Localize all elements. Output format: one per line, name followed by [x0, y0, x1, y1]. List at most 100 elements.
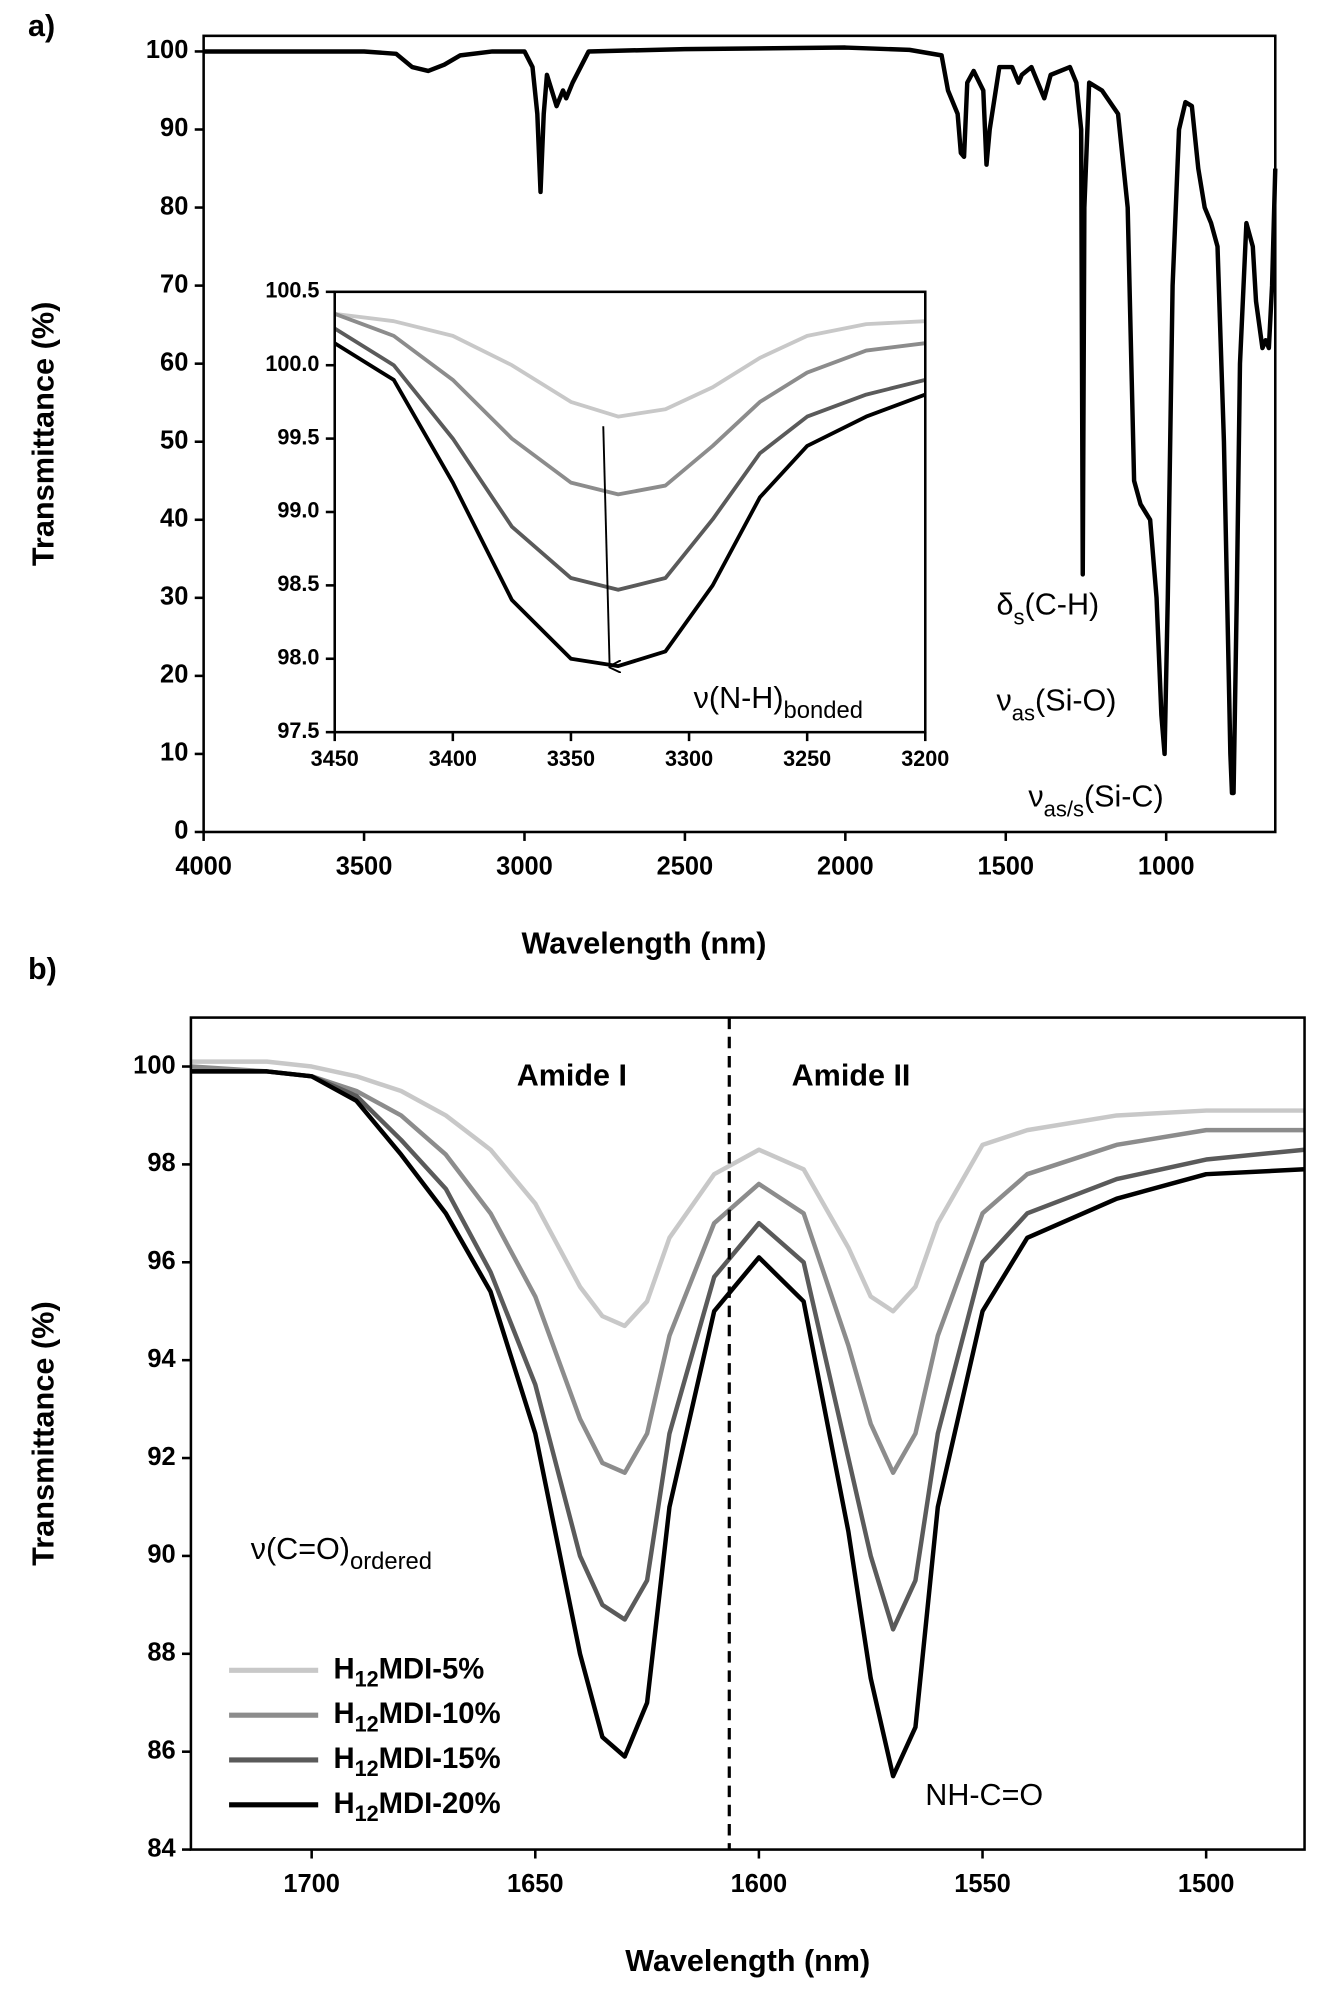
y-tick-label: 86	[147, 1736, 175, 1764]
annotation-text: NH-C=O	[925, 1778, 1043, 1812]
x-axis-title: Wavelength (nm)	[522, 927, 767, 961]
y-tick-label: 98	[147, 1149, 175, 1177]
legend-part: H	[333, 1742, 354, 1775]
series-line	[190, 1069, 1305, 1779]
y-tick-label: 90	[160, 114, 188, 142]
y-tick-label: 96	[147, 1247, 175, 1275]
legend-sub: 12	[355, 1666, 379, 1691]
legend-sub: 12	[355, 1756, 379, 1781]
legend-part: MDI-20%	[379, 1786, 501, 1819]
y-tick-label: 60	[160, 348, 188, 376]
plot-frame	[202, 34, 1277, 834]
legend-part: H	[333, 1652, 354, 1685]
annotation: NH-C=O	[925, 1778, 1043, 1812]
annotation-text: δ	[997, 587, 1014, 621]
legend-sub: 12	[355, 1801, 379, 1826]
y-tick-label: 40	[160, 504, 188, 532]
plot-frame	[333, 290, 927, 734]
annotation: ν(C=O)ordered	[251, 1532, 432, 1575]
y-tick-label: 97.5	[277, 718, 319, 743]
annotation: Amide II	[792, 1058, 911, 1092]
x-tick-label: 3500	[336, 853, 393, 881]
legend-label: H12MDI-20%	[333, 1786, 500, 1825]
annotation-text: ν(C=O)	[251, 1532, 350, 1566]
y-axis-title: Transmittance (%)	[27, 1301, 61, 1566]
y-tick-label: 20	[160, 661, 188, 689]
annotation-tail: (Si-O)	[1035, 683, 1116, 717]
x-tick-label: 1600	[731, 1870, 788, 1898]
annotation-text: ν	[997, 683, 1012, 717]
annotation-text: Amide II	[792, 1058, 911, 1092]
series-line	[333, 341, 926, 669]
y-tick-label: 100.5	[265, 278, 319, 303]
x-tick-label: 1500	[977, 853, 1034, 881]
y-tick-label: 94	[147, 1345, 176, 1373]
x-tick-label: 4000	[175, 853, 232, 881]
y-tick-label: 70	[160, 270, 188, 298]
y-tick-label: 100.0	[265, 351, 319, 376]
y-tick-label: 80	[160, 192, 188, 220]
annotation-sub: bonded	[784, 697, 863, 724]
annotation-text: Amide I	[517, 1058, 627, 1092]
series-line	[190, 1064, 1305, 1475]
legend-label: H12MDI-5%	[333, 1652, 484, 1691]
series-line	[334, 311, 926, 419]
x-tick-label: 3000	[496, 853, 553, 881]
annotation: Amide I	[517, 1058, 627, 1092]
legend-sub: 12	[355, 1711, 379, 1736]
legend-part: MDI-10%	[379, 1697, 501, 1730]
panel-label: a)	[28, 9, 55, 43]
annotation: νas(Si-O)	[997, 683, 1117, 725]
annotation-sub: ordered	[350, 1548, 432, 1575]
y-tick-label: 10	[160, 739, 188, 767]
x-tick-label: 3250	[783, 746, 831, 771]
y-tick-label: 88	[147, 1638, 175, 1666]
y-tick-label: 98.0	[277, 644, 319, 669]
x-axis-title: Wavelength (nm)	[625, 1944, 870, 1978]
legend-part: H	[333, 1786, 354, 1819]
annotation-sub: as/s	[1044, 797, 1084, 822]
arrow	[602, 426, 609, 667]
y-axis-title: Transmittance (%)	[27, 302, 61, 567]
x-tick-label: 2000	[817, 853, 874, 881]
annotation-text: ν(N-H)	[694, 681, 784, 715]
annotation-tail: (C-H)	[1025, 587, 1100, 621]
x-tick-label: 1650	[507, 1870, 564, 1898]
legend-part: MDI-5%	[379, 1652, 485, 1685]
y-tick-label: 50	[160, 426, 188, 454]
series-line	[190, 1069, 1305, 1632]
annotation-text: ν	[1028, 779, 1043, 813]
y-tick-label: 98.5	[277, 571, 319, 596]
y-tick-label: 90	[147, 1541, 175, 1569]
y-tick-label: 30	[160, 583, 188, 611]
annotation-sub: s	[1014, 605, 1025, 630]
y-tick-label: 84	[147, 1834, 176, 1862]
series-line	[333, 326, 926, 592]
x-tick-label: 3300	[665, 746, 713, 771]
annotation: δs(C-H)	[997, 587, 1100, 629]
x-tick-label: 1500	[1178, 1870, 1235, 1898]
annotation: νas/s(Si-C)	[1028, 779, 1163, 821]
y-tick-label: 100	[146, 36, 188, 64]
legend-label: H12MDI-15%	[333, 1742, 500, 1781]
x-tick-label: 3200	[901, 746, 949, 771]
x-tick-label: 3450	[311, 746, 359, 771]
x-tick-label: 3400	[429, 746, 477, 771]
legend-part: H	[333, 1697, 354, 1730]
legend-part: MDI-15%	[379, 1742, 501, 1775]
series-line	[334, 312, 926, 497]
x-tick-label: 1700	[283, 1870, 340, 1898]
annotation-tail: (Si-C)	[1084, 779, 1164, 813]
x-tick-label: 2500	[657, 853, 714, 881]
series-line	[190, 1059, 1305, 1329]
series-line	[203, 45, 1278, 796]
x-tick-label: 3350	[547, 746, 595, 771]
y-tick-label: 0	[174, 817, 188, 845]
annotation: ν(N-H)bonded	[694, 681, 863, 724]
panel-label: b)	[28, 952, 57, 986]
y-tick-label: 99.5	[277, 424, 319, 449]
y-tick-label: 99.0	[277, 498, 319, 523]
y-tick-label: 100	[133, 1051, 175, 1079]
